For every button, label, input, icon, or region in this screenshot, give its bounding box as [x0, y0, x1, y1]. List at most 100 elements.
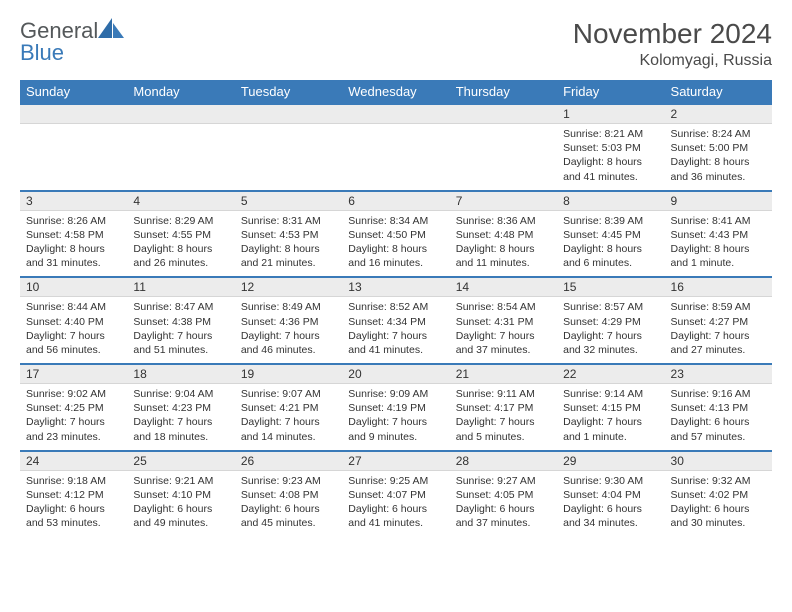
sunrise-text: Sunrise: 8:59 AM	[671, 300, 766, 314]
sunrise-text: Sunrise: 8:21 AM	[563, 127, 658, 141]
day-number: 1	[557, 104, 664, 124]
daylight-text: Daylight: 6 hours and 37 minutes.	[456, 502, 551, 530]
day-cell: Sunrise: 9:09 AMSunset: 4:19 PMDaylight:…	[342, 384, 449, 451]
sunset-text: Sunset: 4:53 PM	[241, 228, 336, 242]
sunset-text: Sunset: 4:55 PM	[133, 228, 228, 242]
location: Kolomyagi, Russia	[573, 52, 772, 70]
sunrise-text: Sunrise: 8:57 AM	[563, 300, 658, 314]
sunset-text: Sunset: 4:10 PM	[133, 488, 228, 502]
day-cell: Sunrise: 8:31 AMSunset: 4:53 PMDaylight:…	[235, 210, 342, 277]
day-number: 18	[127, 364, 234, 384]
logo-text: General Blue	[20, 18, 124, 64]
day-content-row: Sunrise: 8:21 AMSunset: 5:03 PMDaylight:…	[20, 124, 772, 191]
daylight-text: Daylight: 7 hours and 32 minutes.	[563, 329, 658, 357]
sunset-text: Sunset: 4:02 PM	[671, 488, 766, 502]
day-cell: Sunrise: 9:04 AMSunset: 4:23 PMDaylight:…	[127, 384, 234, 451]
day-number: 30	[665, 451, 772, 471]
daylight-text: Daylight: 6 hours and 57 minutes.	[671, 415, 766, 443]
daylight-text: Daylight: 8 hours and 41 minutes.	[563, 155, 658, 183]
sunrise-text: Sunrise: 9:09 AM	[348, 387, 443, 401]
sunrise-text: Sunrise: 9:30 AM	[563, 474, 658, 488]
daylight-text: Daylight: 7 hours and 41 minutes.	[348, 329, 443, 357]
sunrise-text: Sunrise: 8:49 AM	[241, 300, 336, 314]
day-cell: Sunrise: 8:54 AMSunset: 4:31 PMDaylight:…	[450, 297, 557, 364]
day-number	[235, 104, 342, 124]
sunset-text: Sunset: 4:15 PM	[563, 401, 658, 415]
day-cell: Sunrise: 9:27 AMSunset: 4:05 PMDaylight:…	[450, 470, 557, 536]
day-number: 15	[557, 277, 664, 297]
day-cell: Sunrise: 9:21 AMSunset: 4:10 PMDaylight:…	[127, 470, 234, 536]
daylight-text: Daylight: 8 hours and 11 minutes.	[456, 242, 551, 270]
sunrise-text: Sunrise: 8:39 AM	[563, 214, 658, 228]
daylight-text: Daylight: 7 hours and 1 minute.	[563, 415, 658, 443]
sunset-text: Sunset: 4:27 PM	[671, 315, 766, 329]
day-number: 19	[235, 364, 342, 384]
daylight-text: Daylight: 8 hours and 26 minutes.	[133, 242, 228, 270]
daylight-text: Daylight: 7 hours and 23 minutes.	[26, 415, 121, 443]
day-header: Saturday	[665, 80, 772, 104]
sunset-text: Sunset: 4:17 PM	[456, 401, 551, 415]
sunrise-text: Sunrise: 8:47 AM	[133, 300, 228, 314]
sunrise-text: Sunrise: 8:29 AM	[133, 214, 228, 228]
logo: General Blue	[20, 18, 124, 64]
day-number: 10	[20, 277, 127, 297]
day-number: 3	[20, 191, 127, 211]
daylight-text: Daylight: 7 hours and 46 minutes.	[241, 329, 336, 357]
sunrise-text: Sunrise: 8:36 AM	[456, 214, 551, 228]
day-number: 4	[127, 191, 234, 211]
sunrise-text: Sunrise: 8:52 AM	[348, 300, 443, 314]
day-cell: Sunrise: 8:57 AMSunset: 4:29 PMDaylight:…	[557, 297, 664, 364]
day-number-row: 24252627282930	[20, 451, 772, 471]
sunrise-text: Sunrise: 8:26 AM	[26, 214, 121, 228]
sunset-text: Sunset: 4:25 PM	[26, 401, 121, 415]
sunrise-text: Sunrise: 9:18 AM	[26, 474, 121, 488]
day-header: Thursday	[450, 80, 557, 104]
sail-icon	[98, 18, 124, 38]
day-cell: Sunrise: 9:07 AMSunset: 4:21 PMDaylight:…	[235, 384, 342, 451]
day-number: 8	[557, 191, 664, 211]
sunrise-text: Sunrise: 9:23 AM	[241, 474, 336, 488]
sunrise-text: Sunrise: 8:31 AM	[241, 214, 336, 228]
day-cell: Sunrise: 8:24 AMSunset: 5:00 PMDaylight:…	[665, 124, 772, 191]
daylight-text: Daylight: 7 hours and 14 minutes.	[241, 415, 336, 443]
day-cell: Sunrise: 9:16 AMSunset: 4:13 PMDaylight:…	[665, 384, 772, 451]
daylight-text: Daylight: 6 hours and 49 minutes.	[133, 502, 228, 530]
day-number-row: 17181920212223	[20, 364, 772, 384]
day-cell: Sunrise: 8:21 AMSunset: 5:03 PMDaylight:…	[557, 124, 664, 191]
sunset-text: Sunset: 4:07 PM	[348, 488, 443, 502]
day-number	[127, 104, 234, 124]
sunset-text: Sunset: 4:43 PM	[671, 228, 766, 242]
daylight-text: Daylight: 8 hours and 1 minute.	[671, 242, 766, 270]
daylight-text: Daylight: 7 hours and 51 minutes.	[133, 329, 228, 357]
sunrise-text: Sunrise: 9:16 AM	[671, 387, 766, 401]
day-content-row: Sunrise: 8:26 AMSunset: 4:58 PM Daylight:…	[20, 210, 772, 277]
sunrise-text: Sunrise: 9:25 AM	[348, 474, 443, 488]
day-cell: Sunrise: 8:34 AMSunset: 4:50 PMDaylight:…	[342, 210, 449, 277]
day-cell: Sunrise: 8:29 AMSunset: 4:55 PMDaylight:…	[127, 210, 234, 277]
day-number: 26	[235, 451, 342, 471]
day-header: Tuesday	[235, 80, 342, 104]
sunrise-text: Sunrise: 9:27 AM	[456, 474, 551, 488]
sunrise-text: Sunrise: 9:07 AM	[241, 387, 336, 401]
daylight-text: Daylight: 6 hours and 53 minutes.	[26, 502, 121, 530]
day-number: 21	[450, 364, 557, 384]
daylight-text: Daylight: 7 hours and 37 minutes.	[456, 329, 551, 357]
sunrise-text: Sunrise: 8:34 AM	[348, 214, 443, 228]
sunset-text: Sunset: 4:58 PM	[26, 228, 121, 242]
day-number: 16	[665, 277, 772, 297]
day-cell: Sunrise: 9:02 AMSunset: 4:25 PMDaylight:…	[20, 384, 127, 451]
daylight-text: Daylight: 7 hours and 56 minutes.	[26, 329, 121, 357]
sunset-text: Sunset: 4:48 PM	[456, 228, 551, 242]
daylight-text: Daylight: 7 hours and 5 minutes.	[456, 415, 551, 443]
sunrise-text: Sunrise: 8:54 AM	[456, 300, 551, 314]
day-number: 12	[235, 277, 342, 297]
day-number	[342, 104, 449, 124]
header: General Blue November 2024 Kolomyagi, Ru…	[20, 18, 772, 70]
day-header-row: SundayMondayTuesdayWednesdayThursdayFrid…	[20, 80, 772, 104]
day-cell: Sunrise: 9:32 AMSunset: 4:02 PMDaylight:…	[665, 470, 772, 536]
sunset-text: Sunset: 4:21 PM	[241, 401, 336, 415]
day-cell	[235, 124, 342, 191]
day-number: 14	[450, 277, 557, 297]
day-number: 20	[342, 364, 449, 384]
day-number	[450, 104, 557, 124]
